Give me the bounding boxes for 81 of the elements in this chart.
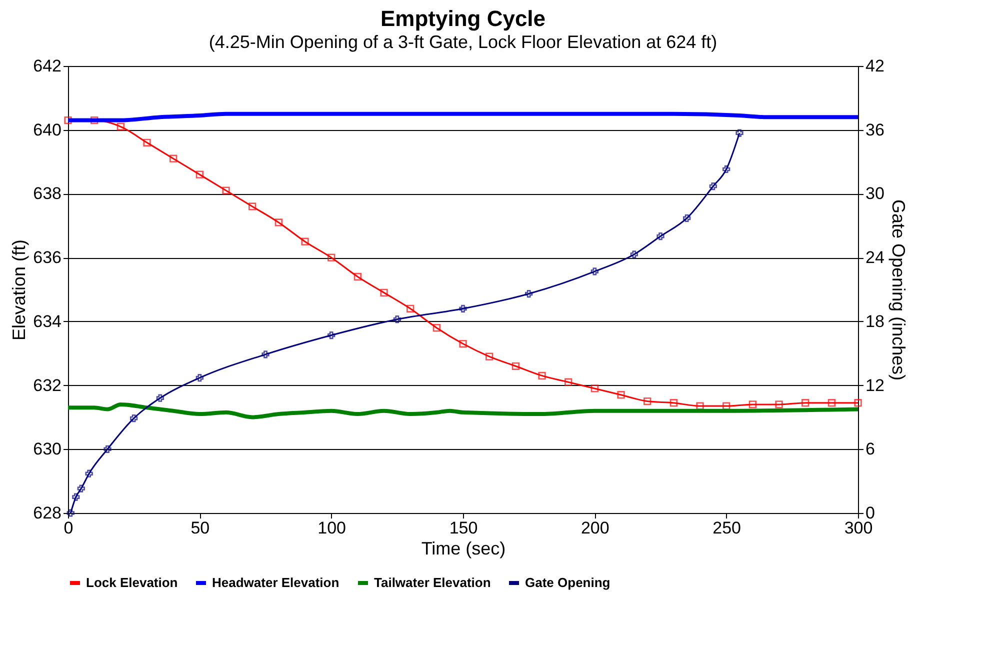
point (775, 400, 783, 408)
y2-axis-title: Gate Opening (inches) (888, 199, 908, 381)
y2-tick-label: 6 (866, 440, 875, 459)
point (432, 324, 440, 332)
point (196, 374, 204, 382)
point (248, 202, 256, 210)
x-tick-label: 100 (318, 518, 346, 538)
legend-label: Gate Opening (525, 575, 610, 590)
point (590, 268, 598, 276)
point (512, 362, 520, 370)
point (538, 372, 546, 380)
y-tick-label: 632 (33, 376, 62, 395)
y-axis-title: Elevation (ft) (9, 239, 30, 341)
point (459, 304, 467, 312)
y2-tick-label: 24 (866, 248, 884, 268)
x-tick-label: 200 (580, 518, 610, 538)
y-tick-label: 636 (33, 248, 62, 268)
chart-subtitle: (4.25-Min Opening of a 3-ft Gate, Lock Floor Elevation at 624 ft) (208, 32, 718, 52)
y2-tick-label: 30 (866, 184, 884, 204)
y-tick-label: 634 (33, 312, 62, 331)
x-tick-label: 250 (712, 518, 742, 538)
point (486, 352, 494, 360)
point (406, 304, 414, 312)
chart-title: Emptying Cycle (380, 6, 546, 31)
point (380, 288, 388, 297)
point (328, 331, 336, 340)
legend-label: Headwater Elevation (212, 575, 340, 590)
x-tick-label: 50 (190, 518, 210, 538)
point (696, 402, 704, 410)
point (222, 186, 230, 194)
point (170, 154, 178, 162)
legend-label: Tailwater Elevation (374, 575, 491, 590)
y-tick-label: 640 (33, 120, 62, 140)
point (617, 391, 625, 399)
point (736, 129, 744, 137)
y-tick-label: 628 (33, 504, 62, 522)
point (683, 214, 691, 222)
y-tick-label: 630 (33, 440, 62, 459)
point (828, 399, 836, 407)
point (354, 272, 362, 281)
legend-label: Lock Elevation (86, 575, 178, 590)
y-tick-label: 642 (33, 56, 62, 76)
point (630, 250, 638, 258)
y2-tick-label: 12 (866, 376, 884, 395)
y-tick-label: 638 (33, 184, 62, 204)
point (722, 402, 730, 410)
point (116, 122, 124, 130)
point (156, 394, 164, 402)
point (748, 400, 756, 408)
point (854, 399, 862, 407)
line-series (66, 402, 860, 420)
point (670, 399, 678, 407)
point (130, 414, 138, 422)
point (85, 470, 93, 478)
point (656, 232, 664, 240)
point (274, 218, 282, 226)
point (564, 378, 572, 386)
point (393, 315, 401, 324)
point (262, 350, 270, 358)
point (196, 170, 204, 178)
y2-tick-label: 42 (866, 56, 884, 76)
point (722, 165, 730, 174)
point (64, 116, 72, 124)
point (90, 116, 98, 124)
point (301, 238, 309, 246)
y2-tick-label: 36 (866, 120, 884, 140)
point (590, 384, 598, 392)
point (644, 397, 652, 406)
point (709, 182, 717, 190)
y2-tick-label: 18 (866, 312, 884, 331)
point (525, 290, 533, 298)
x-tick-label: 150 (449, 518, 478, 538)
point (143, 138, 151, 146)
point (802, 399, 810, 407)
point (328, 254, 336, 262)
point (72, 493, 80, 501)
point (77, 484, 85, 492)
x-tick-label: 0 (64, 518, 74, 538)
point (459, 340, 467, 348)
x-axis-title: Time (sec) (421, 538, 506, 558)
point (104, 445, 112, 453)
